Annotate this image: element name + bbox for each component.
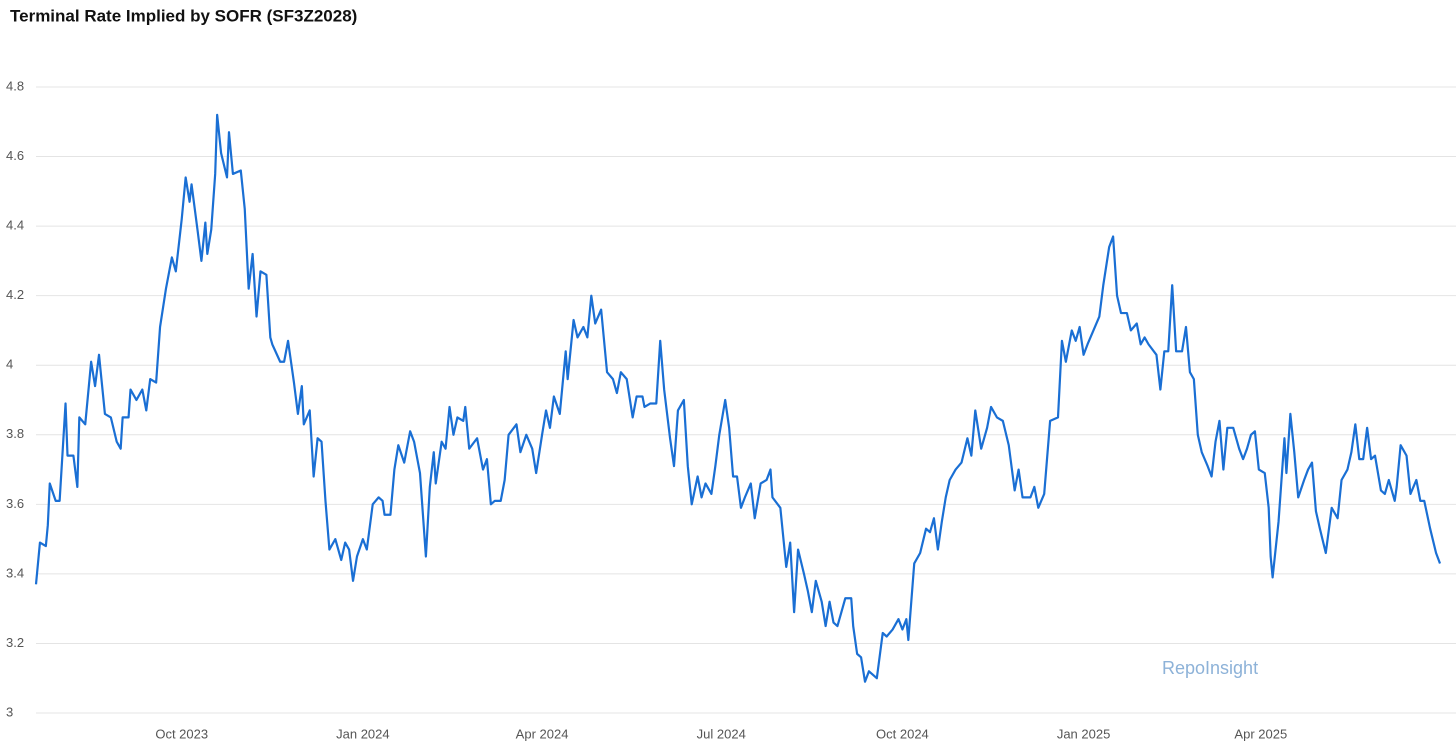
series-line — [34, 113, 1442, 683]
x-tick-label: Oct 2024 — [876, 726, 929, 741]
y-tick-label: 3.8 — [6, 426, 24, 441]
y-tick-label: 3 — [6, 704, 13, 719]
y-tick-label: 3.6 — [6, 496, 24, 511]
y-tick-label: 3.2 — [6, 635, 24, 650]
y-tick-label: 4 — [6, 357, 13, 372]
y-tick-label: 4.4 — [6, 218, 24, 233]
x-tick-label: Apr 2024 — [516, 726, 569, 741]
x-tick-label: Apr 2025 — [1234, 726, 1287, 741]
x-tick-label: Jan 2025 — [1057, 726, 1111, 741]
x-tick-label: Jan 2024 — [336, 726, 390, 741]
watermark: RepoInsight — [1162, 658, 1258, 678]
y-tick-label: 3.4 — [6, 565, 24, 580]
x-tick-label: Oct 2023 — [155, 726, 208, 741]
y-tick-label: 4.8 — [6, 78, 24, 93]
y-tick-label: 4.6 — [6, 148, 24, 163]
chart-title: Terminal Rate Implied by SOFR (SF3Z2028) — [10, 6, 357, 25]
y-tick-label: 4.2 — [6, 287, 24, 302]
x-tick-label: Jul 2024 — [697, 726, 746, 741]
